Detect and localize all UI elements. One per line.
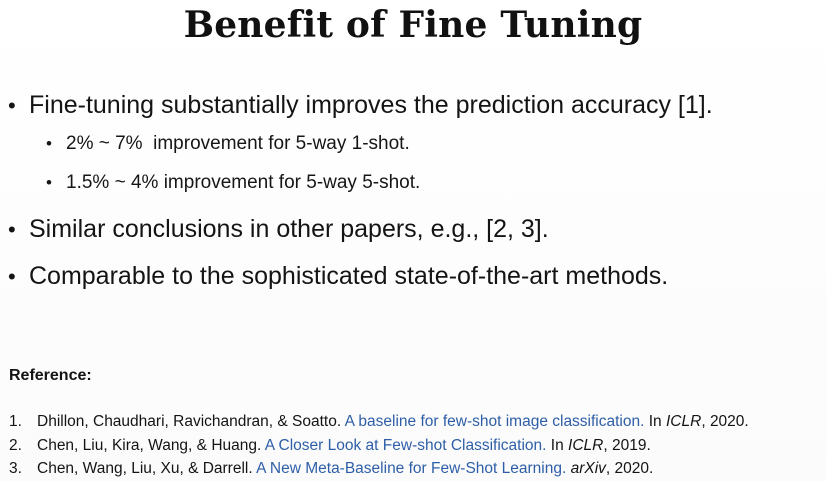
reference-item: 3. Chen, Wang, Liu, Xu, & Darrell. A New … [9, 459, 653, 479]
reference-in: In [550, 437, 564, 454]
reference-title-link[interactable]: A Closer Look at Few-shot Classification… [264, 437, 547, 454]
reference-number: 1. [9, 413, 22, 430]
reference-authors: Dhillon, Chaudhari, Ravichandran, & Soat… [37, 413, 342, 430]
references-heading: Reference: [9, 367, 92, 384]
sub-bullet-5-shot: • 1.5% ~ 4% improvement for 5-way 5-shot… [46, 171, 420, 195]
bullet-dot-icon: • [8, 93, 16, 118]
sub-bullet-text: 1.5% ~ 4% improvement for 5-way 5-shot. [66, 172, 421, 193]
bullet-text: Comparable to the sophisticated state-of… [29, 262, 669, 290]
reference-authors: Chen, Liu, Kira, Wang, & Huang. [37, 437, 262, 454]
reference-number: 3. [9, 460, 22, 477]
reference-venue: ICLR [568, 437, 604, 454]
bullet-dot-icon: • [8, 264, 16, 289]
bullet-similar-conclusions: • Similar conclusions in other papers, e… [8, 214, 549, 245]
reference-venue: ICLR [666, 413, 702, 430]
bullet-text: Similar conclusions in other papers, e.g… [29, 215, 549, 243]
bullet-fine-tuning: • Fine-tuning substantially improves the… [8, 90, 713, 121]
reference-year: , 2019. [603, 437, 651, 454]
reference-venue: arXiv [570, 460, 606, 477]
reference-number: 2. [9, 437, 22, 454]
bullet-text: Fine-tuning substantially improves the p… [29, 91, 713, 119]
bullet-dot-icon: • [8, 217, 16, 242]
reference-year: , 2020. [605, 460, 654, 477]
reference-item: 2. Chen, Liu, Kira, Wang, & Huang. A Clos… [9, 436, 651, 456]
sub-bullet-text: 2% ~ 7% improvement for 5-way 1-shot. [66, 133, 410, 154]
reference-year: , 2020. [701, 413, 749, 430]
reference-in: In [648, 413, 662, 430]
bullet-dot-icon: • [46, 134, 52, 153]
reference-title-link[interactable]: A New Meta-Baseline for Few-Shot Learnin… [256, 460, 567, 477]
reference-title-link[interactable]: A baseline for few-shot image classifica… [344, 413, 645, 430]
bullet-comparable: • Comparable to the sophisticated state-… [8, 261, 668, 292]
reference-item: 1. Dhillon, Chaudhari, Ravichandran, & So… [9, 412, 749, 432]
reference-authors: Chen, Wang, Liu, Xu, & Darrell. [37, 460, 253, 477]
slide-title: Benefit of Fine Tuning [183, 4, 643, 46]
sub-bullet-1-shot: • 2% ~ 7% improvement for 5-way 1-shot. [46, 132, 410, 156]
bullet-dot-icon: • [46, 173, 52, 192]
